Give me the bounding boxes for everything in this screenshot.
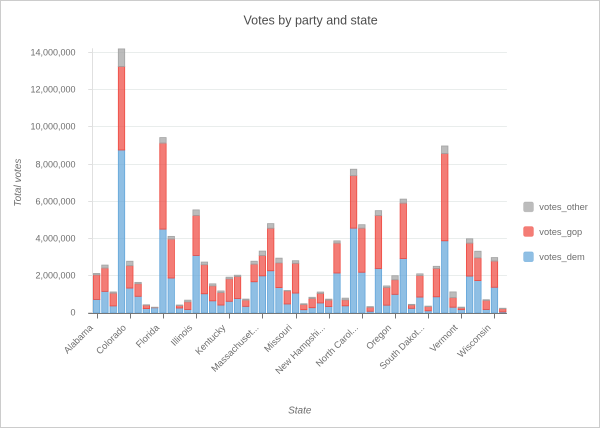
svg-text:Votes by party and state: Votes by party and state (244, 13, 378, 27)
svg-text:12,000,000: 12,000,000 (30, 85, 75, 95)
svg-text:8,000,000: 8,000,000 (35, 160, 75, 170)
svg-text:14,000,000: 14,000,000 (30, 48, 75, 58)
svg-text:4,000,000: 4,000,000 (35, 234, 75, 244)
svg-text:0: 0 (70, 308, 75, 318)
svg-text:2,000,000: 2,000,000 (35, 271, 75, 281)
svg-text:State: State (288, 405, 312, 416)
svg-text:votes_gop: votes_gop (539, 227, 582, 237)
svg-text:votes_other: votes_other (539, 202, 588, 212)
svg-text:votes_dem: votes_dem (539, 252, 585, 262)
svg-text:Total votes: Total votes (13, 159, 24, 207)
svg-text:6,000,000: 6,000,000 (35, 197, 75, 207)
svg-text:10,000,000: 10,000,000 (30, 122, 75, 132)
